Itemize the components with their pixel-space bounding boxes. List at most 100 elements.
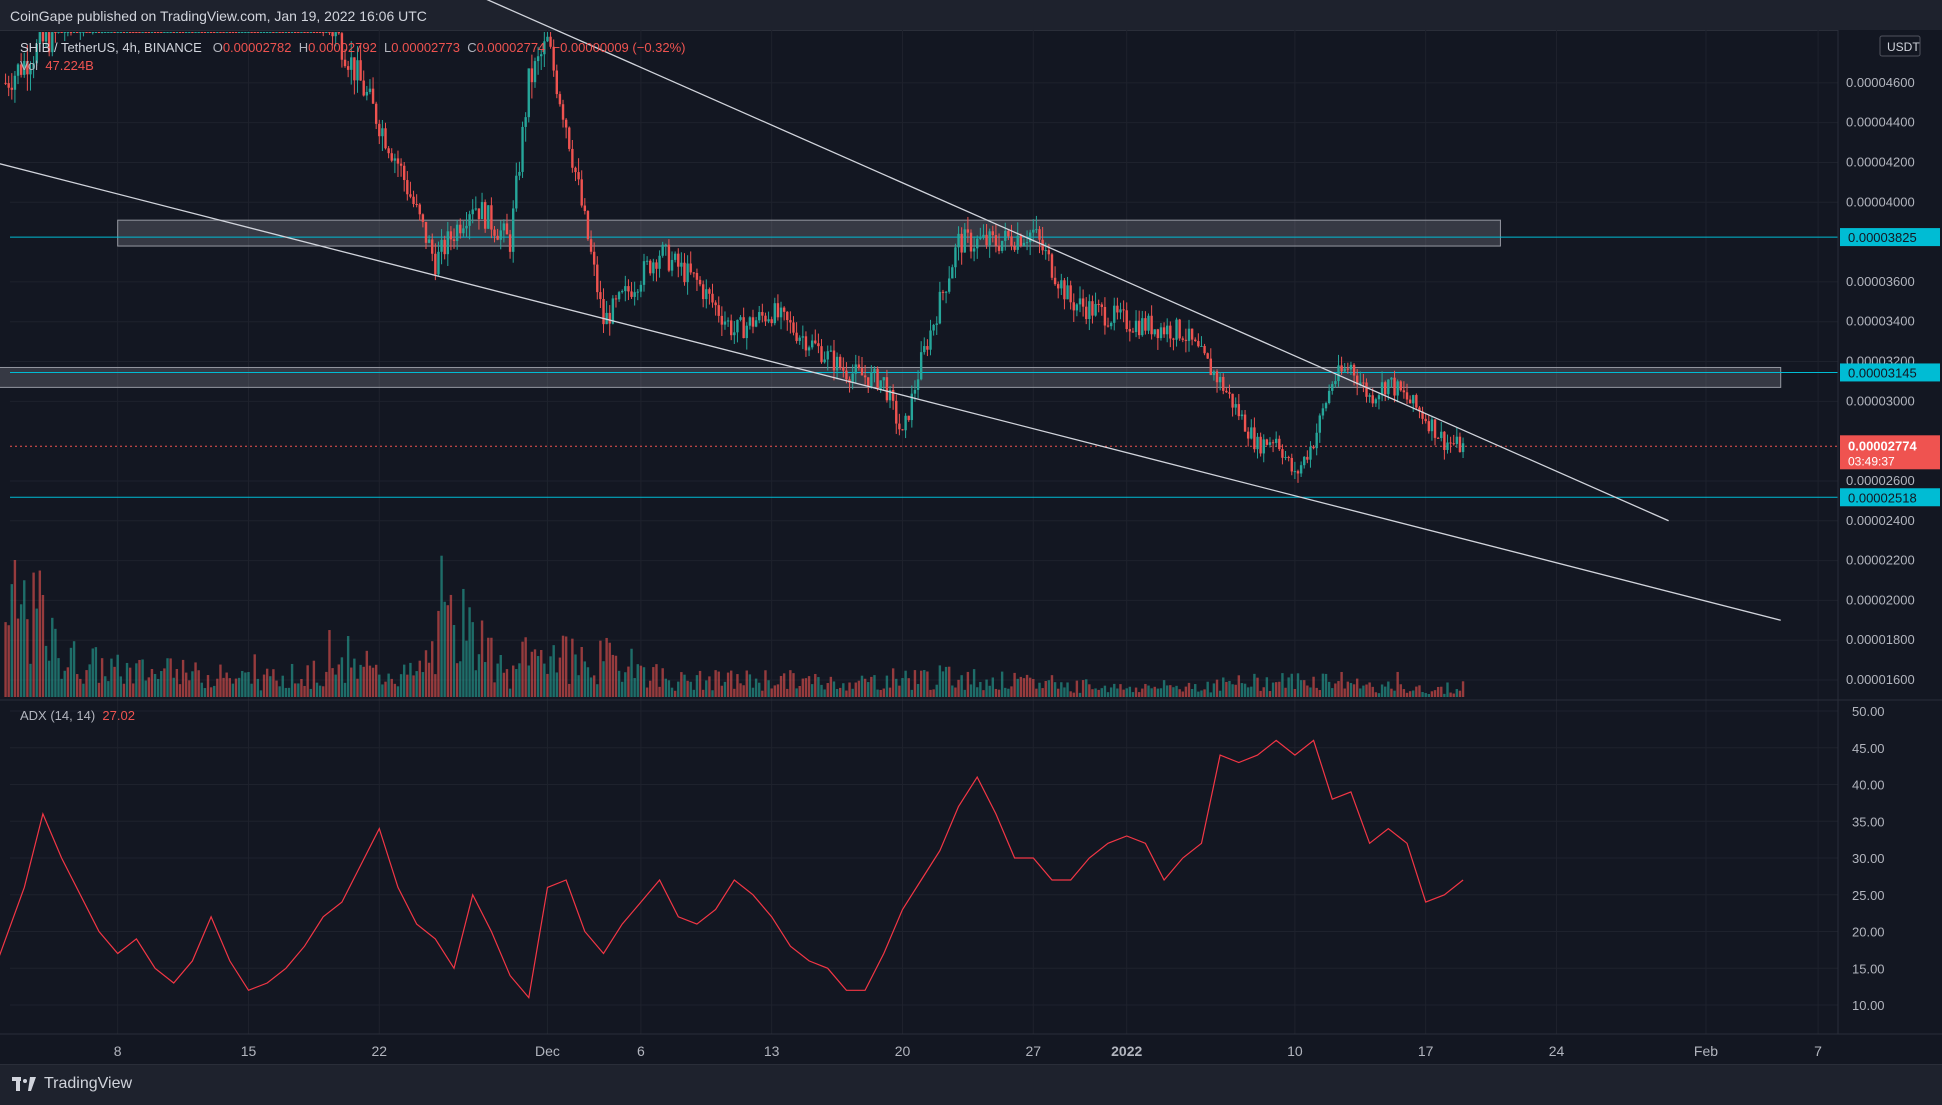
volume-bar <box>359 664 362 697</box>
volume-bar <box>278 686 281 697</box>
candle-body <box>331 32 334 37</box>
candle-body <box>614 298 618 300</box>
volume-bar <box>505 669 509 697</box>
candle-body <box>88 32 91 33</box>
volume-bar <box>739 683 742 697</box>
candle-body <box>172 32 175 33</box>
volume-bar <box>683 674 686 697</box>
volume-bar <box>1293 688 1297 697</box>
volume-bar <box>792 673 795 697</box>
candle-body <box>465 225 468 229</box>
candle-body <box>1293 471 1297 473</box>
candle-body <box>543 41 546 55</box>
candle-body <box>483 202 487 229</box>
volume-bar <box>1246 687 1250 697</box>
candle-body <box>919 352 923 380</box>
candle-body <box>496 235 499 240</box>
candle-body <box>826 351 829 360</box>
candle-body <box>237 32 241 33</box>
candle-body <box>455 224 459 241</box>
volume-bar <box>160 671 163 697</box>
volume-bar <box>839 687 842 697</box>
volume-bar <box>944 666 948 697</box>
volume-bar <box>284 687 288 697</box>
candle-body <box>440 239 443 252</box>
candle-body <box>1402 390 1406 393</box>
volume-bar <box>1449 692 1452 697</box>
candle-body <box>1013 246 1016 250</box>
volume-bar <box>1085 679 1088 697</box>
candle-body <box>652 262 655 274</box>
volume-label[interactable]: Vol <box>20 58 39 73</box>
brand[interactable]: TradingView <box>12 1075 132 1093</box>
volume-bar <box>1081 680 1085 697</box>
candle-body <box>1240 414 1244 417</box>
candle-body <box>1060 280 1063 289</box>
volume-bar <box>1433 690 1437 697</box>
candle-body <box>1371 395 1374 404</box>
volume-bar <box>72 641 76 697</box>
volume-bar <box>1321 673 1325 697</box>
candle-body <box>399 163 403 166</box>
adx-tick-label: 25.00 <box>1852 888 1885 903</box>
candle-body <box>935 323 938 325</box>
volume-bar <box>708 676 711 697</box>
volume-bar <box>1069 691 1072 697</box>
trendlines[interactable] <box>0 0 1781 621</box>
symbol-label[interactable]: SHIB / TetherUS, 4h, BINANCE <box>20 40 202 55</box>
candle-body <box>851 373 854 383</box>
candle-body <box>1025 242 1029 244</box>
time-tick-label: 22 <box>371 1043 387 1059</box>
candle-body <box>228 32 231 33</box>
candle-body <box>1343 368 1346 372</box>
volume-bar <box>882 688 885 697</box>
candle-body <box>1197 341 1200 347</box>
volume-bar <box>19 604 23 697</box>
candle-body <box>415 204 418 206</box>
volume-bar <box>178 684 182 697</box>
volume-bar <box>496 663 499 697</box>
candle-body <box>1069 285 1072 303</box>
volume-bar <box>543 663 546 697</box>
volume-bar <box>418 660 421 697</box>
candle-body <box>390 153 393 161</box>
candle-body <box>1440 431 1443 439</box>
adx-label[interactable]: ADX (14, 14) <box>20 708 96 723</box>
volume-bar <box>1166 685 1169 697</box>
candle-body <box>913 389 917 394</box>
candle-body <box>1178 319 1181 339</box>
volume-bar <box>817 677 820 697</box>
volume-bar <box>991 677 994 697</box>
volume-bar <box>779 675 783 697</box>
volume-bar <box>1022 678 1026 697</box>
volume-legend: Vol 47.224B <box>20 58 94 73</box>
candle-body <box>1415 395 1418 408</box>
volume-bar <box>1393 690 1396 697</box>
candle-body <box>795 332 798 341</box>
candle-body <box>592 251 596 265</box>
candle-body <box>1387 379 1390 395</box>
volume-bar <box>169 658 172 697</box>
candle-body <box>1259 436 1262 454</box>
level-price-label: 0.00003145 <box>1848 365 1917 380</box>
candle-body <box>337 32 340 34</box>
candle-body <box>951 267 954 279</box>
volume-bar <box>440 555 443 697</box>
candle-body <box>1225 390 1228 393</box>
candle-body <box>499 230 502 240</box>
candle-body <box>1380 382 1384 396</box>
candle-body <box>586 211 590 240</box>
volume-bar <box>1346 681 1350 697</box>
time-tick-label: 2022 <box>1111 1043 1142 1059</box>
level-price-tag <box>1840 363 1940 382</box>
candle-body <box>839 356 842 368</box>
volume-bar <box>807 676 811 697</box>
candle-body <box>670 259 674 271</box>
volume-bar <box>561 635 565 697</box>
candle-body <box>359 60 362 81</box>
candle-body <box>527 68 530 118</box>
volume-bar <box>789 670 792 697</box>
candle-body <box>1405 392 1409 400</box>
volume-bar <box>1169 685 1172 697</box>
